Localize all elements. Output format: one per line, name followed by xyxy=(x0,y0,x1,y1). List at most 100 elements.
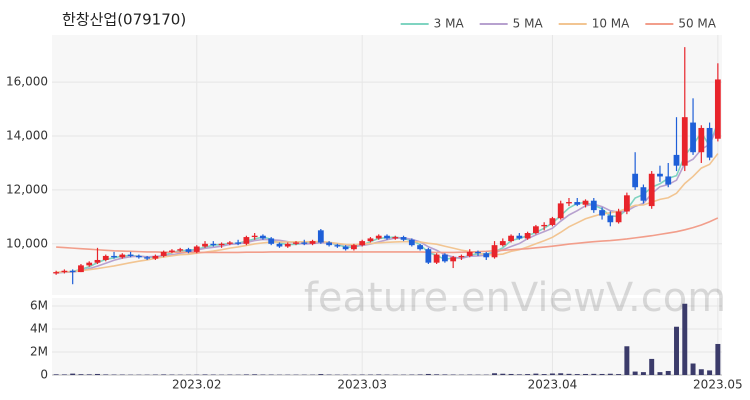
volume-bar xyxy=(376,374,382,375)
volume-bar xyxy=(616,374,622,375)
volume-bar xyxy=(86,374,92,375)
volume-bar xyxy=(690,363,696,375)
candle-body xyxy=(78,265,84,273)
candle-body xyxy=(276,243,283,247)
candle-body xyxy=(127,254,134,256)
candle-body xyxy=(251,235,258,238)
candle-body xyxy=(301,242,308,244)
candle-body xyxy=(665,176,672,185)
candle-body xyxy=(566,202,572,204)
candle-body xyxy=(160,251,167,256)
candle-body xyxy=(177,249,184,251)
x-tick-label: 2023.02 xyxy=(172,378,222,392)
volume-bar xyxy=(434,374,440,375)
candle-body xyxy=(111,255,117,258)
candle-body xyxy=(599,210,605,216)
candle-body xyxy=(202,243,208,247)
candle-body xyxy=(508,235,514,242)
volume-bar xyxy=(566,373,572,375)
volume-bar xyxy=(591,373,597,375)
candle-body xyxy=(268,238,275,244)
candle-body xyxy=(61,270,68,273)
volume-bar xyxy=(492,373,498,375)
y-tick-label: 10,000 xyxy=(6,236,48,250)
candle-body xyxy=(260,235,266,239)
candle-body xyxy=(706,127,713,158)
volume-bar xyxy=(442,374,448,375)
candle-body xyxy=(442,254,448,262)
candle-body xyxy=(375,235,382,239)
candle-body xyxy=(367,238,374,242)
candle-body xyxy=(152,255,159,259)
candle-body xyxy=(218,243,225,246)
ma-line xyxy=(56,153,719,273)
volume-bar xyxy=(95,373,100,375)
legend-label: 5 MA xyxy=(513,17,544,31)
candle-body xyxy=(210,243,217,246)
volume-bar xyxy=(500,373,506,375)
candle-body xyxy=(458,255,465,258)
candle-body xyxy=(541,224,548,227)
candle-body xyxy=(169,250,175,252)
candle-body xyxy=(690,122,696,153)
candle-body xyxy=(607,215,614,223)
candle-body xyxy=(491,245,498,258)
volume-bar xyxy=(583,373,588,375)
volume-panel xyxy=(52,298,722,375)
candle-body xyxy=(590,200,597,211)
y-tick-label: 2M xyxy=(30,345,48,359)
volume-bar xyxy=(516,374,522,375)
candle-body xyxy=(144,257,151,259)
volume-bar xyxy=(698,369,704,375)
x-tick-label: 2023.05 xyxy=(693,378,743,392)
volume-bar xyxy=(243,374,249,375)
volume-bar xyxy=(417,374,423,375)
candle-body xyxy=(102,255,109,260)
y-tick-label: 12,000 xyxy=(6,182,48,196)
candle-body xyxy=(549,218,556,225)
volume-bar xyxy=(632,371,638,375)
candle-body xyxy=(135,255,142,258)
candle-body xyxy=(284,243,291,247)
candle-body xyxy=(632,173,639,188)
candle-body xyxy=(359,241,366,246)
volume-bar xyxy=(624,346,630,375)
candle-body xyxy=(417,245,423,250)
volume-bar xyxy=(425,373,431,375)
volume-bar xyxy=(715,343,721,375)
candle-body xyxy=(582,200,589,205)
volume-bar xyxy=(574,374,580,375)
candle-body xyxy=(334,245,341,247)
chart-title: 한창산업(079170) xyxy=(62,11,186,29)
candle-body xyxy=(640,187,647,201)
y-tick-label: 6M xyxy=(30,299,48,313)
candle-body xyxy=(623,195,630,212)
volume-bar xyxy=(541,374,547,375)
y-tick-label: 4M xyxy=(30,322,48,336)
legend-label: 3 MA xyxy=(434,17,465,31)
volume-bar xyxy=(599,373,605,375)
candle-body xyxy=(532,226,539,234)
volume-bar xyxy=(508,373,514,375)
volume-bar xyxy=(161,374,167,375)
candle-body xyxy=(326,242,332,246)
volume-bar xyxy=(252,374,258,375)
volume-bar xyxy=(607,373,613,375)
volume-bar xyxy=(682,303,688,375)
candle-body xyxy=(226,242,233,244)
x-tick-label: 2023.04 xyxy=(528,378,578,392)
candle-body xyxy=(400,237,407,240)
candle-body xyxy=(86,262,93,266)
volume-bar xyxy=(549,373,555,375)
candle-body xyxy=(235,242,242,244)
candle-body xyxy=(557,203,564,219)
candle-body xyxy=(681,117,688,166)
candle-body xyxy=(94,259,101,263)
volume-bar xyxy=(53,374,59,375)
candle-body xyxy=(475,251,481,254)
watermark: feature.enViewV.com xyxy=(304,275,726,321)
candle-body xyxy=(698,127,705,153)
volume-bar xyxy=(525,374,531,375)
legend-label: 50 MA xyxy=(678,17,716,31)
